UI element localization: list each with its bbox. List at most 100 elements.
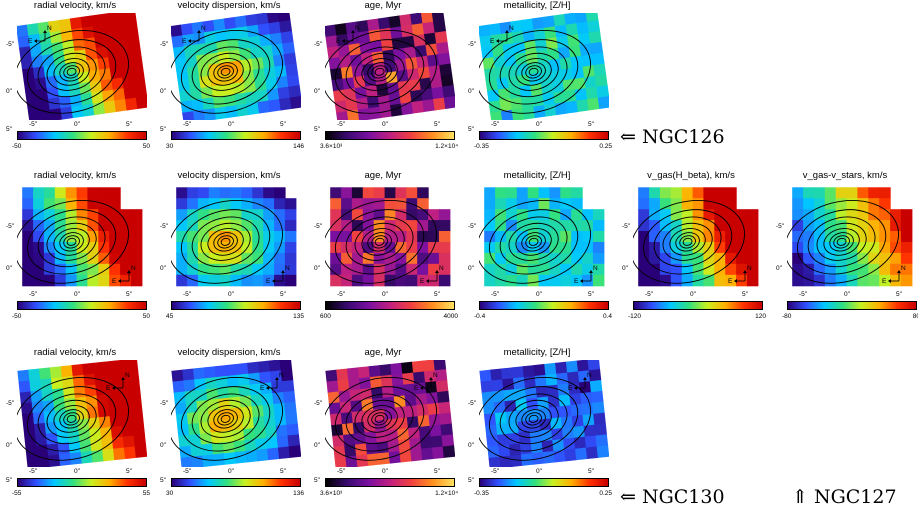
- map-pixel: [559, 405, 573, 418]
- map-pixel: [527, 252, 540, 265]
- map-pixel: [524, 40, 538, 54]
- map-pixel: [340, 66, 354, 80]
- map-pixel: [824, 187, 837, 199]
- map-pixel: [879, 252, 891, 265]
- map-pixel: [98, 274, 110, 287]
- map-pixel: [133, 434, 147, 447]
- map-pixel: [526, 397, 539, 411]
- x-tick-row: -5" 0" 5": [325, 468, 455, 476]
- x-tick-label: 5": [588, 468, 594, 475]
- isophote-contour: [220, 67, 231, 76]
- y-tick-label: 0": [6, 265, 12, 272]
- map-pixel: [236, 362, 249, 376]
- isophote-contour: [787, 199, 900, 284]
- map-pixel: [493, 401, 507, 414]
- panel-title: metallicity, [Z/H]: [503, 170, 571, 181]
- map-pixel: [250, 394, 264, 407]
- map-pixel: [185, 401, 199, 414]
- isophote-contour: [171, 199, 284, 284]
- map-pixel: [25, 445, 39, 459]
- map-pixel: [549, 187, 561, 199]
- isophote-contour: [46, 52, 97, 91]
- map-pixel: [792, 209, 804, 221]
- isophote-contours: [325, 29, 438, 114]
- map-pixel: [209, 74, 223, 88]
- map-pixel: [33, 198, 45, 210]
- map-pixel: [219, 263, 232, 276]
- map-pixel: [414, 44, 428, 58]
- map-pixel: [184, 390, 198, 403]
- colorbar-max-label: 146: [293, 143, 304, 150]
- map-pixel: [236, 26, 250, 40]
- map-pixel: [33, 187, 45, 199]
- map-pixel: [824, 220, 837, 232]
- map-pixel: [419, 436, 433, 450]
- compass-north-label: N: [593, 265, 598, 272]
- map-pixel: [208, 242, 221, 254]
- map-pixel: [868, 274, 880, 287]
- map-pixel: [567, 371, 580, 385]
- y-tick-label: 5": [314, 477, 320, 484]
- map-pixel: [824, 252, 837, 265]
- map-pixel: [33, 263, 45, 276]
- map-pixel: [243, 428, 256, 441]
- map-pixel: [341, 252, 353, 265]
- isophote-contour: [508, 222, 559, 261]
- colorbar-min-label: -50: [12, 313, 22, 320]
- map-pixel: [264, 425, 278, 439]
- panel-title: v_gas(H_beta), km/s: [647, 170, 735, 181]
- map-pixel: [868, 220, 880, 232]
- map-pixel: [29, 379, 43, 392]
- isophote-contour: [488, 39, 579, 105]
- map-pixel: [536, 49, 550, 63]
- map-pixel: [364, 431, 378, 445]
- map-pixel: [395, 252, 407, 265]
- colorbar: [325, 131, 455, 140]
- map-pixel: [219, 187, 232, 199]
- map-pixel: [500, 367, 514, 380]
- map-pixel: [43, 198, 56, 210]
- map-pixel: [505, 252, 518, 265]
- x-tick-label: 5": [896, 291, 902, 298]
- map-pixel: [55, 74, 69, 88]
- map-pixel: [736, 263, 748, 276]
- map-pixel: [171, 35, 185, 49]
- map-pixel: [384, 187, 397, 199]
- map-pixel: [421, 447, 434, 461]
- map-pixel: [328, 402, 342, 415]
- isophote-contour: [499, 393, 568, 445]
- map-pixel: [714, 209, 726, 221]
- map-pixel: [670, 231, 683, 243]
- map-pixel: [417, 66, 431, 80]
- map-pixel: [54, 252, 67, 265]
- map-pixel: [492, 390, 506, 403]
- isophote-contour: [521, 62, 546, 82]
- map-pixel: [438, 242, 451, 254]
- map-pixel: [659, 209, 672, 221]
- map-pixel: [186, 66, 200, 80]
- map-pixel: [130, 263, 143, 276]
- map-pixel: [549, 198, 561, 210]
- y-tick-label: 5": [468, 126, 474, 133]
- map-pixel: [868, 242, 880, 254]
- map-pixel: [263, 66, 277, 80]
- y-tick-label: -5": [314, 400, 323, 407]
- x-tick-label: 0": [382, 468, 388, 475]
- map-pixel: [351, 187, 364, 199]
- map-pixel: [395, 198, 407, 210]
- map-panel: metallicity, [Z/H] -5" 0" 5" N E -5" 0" 5" -0.35 0…: [462, 0, 612, 155]
- map-pixel: [373, 187, 386, 199]
- map-pixel: [725, 231, 737, 243]
- map-pixel: [223, 16, 237, 30]
- map-pixel: [288, 85, 301, 99]
- map-pixel: [194, 378, 207, 391]
- map-pixel: [484, 263, 496, 276]
- map-pixel: [569, 393, 582, 406]
- map-pixel: [495, 422, 509, 436]
- compass: NE: [182, 25, 206, 45]
- map-pixel: [388, 450, 402, 464]
- map-pixel: [33, 242, 45, 254]
- map-pixel: [40, 378, 53, 391]
- map-pixel: [54, 242, 67, 254]
- map-pixel: [484, 187, 496, 199]
